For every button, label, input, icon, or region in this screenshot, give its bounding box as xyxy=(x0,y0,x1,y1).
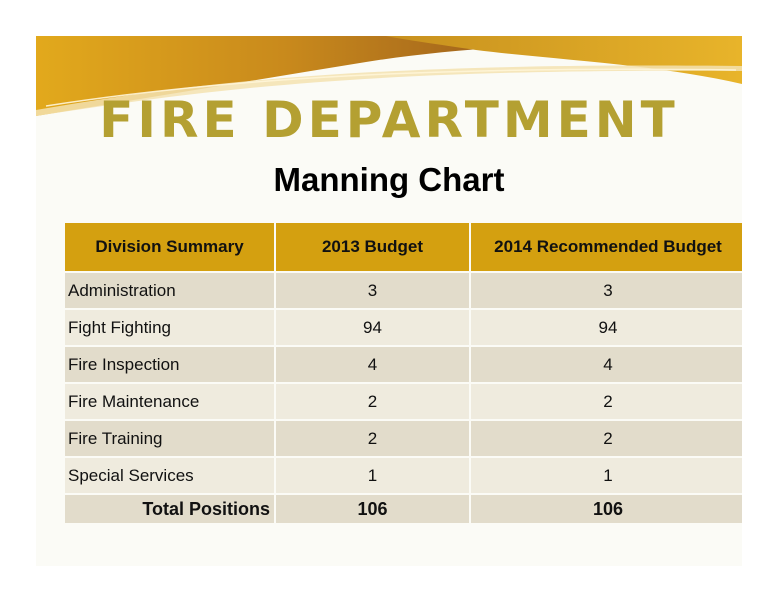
division-name: Fight Fighting xyxy=(65,309,276,347)
column-header-2014-budget: 2014 Recommended Budget xyxy=(470,223,742,273)
total-2014-value: 106 xyxy=(470,494,742,525)
budget-2013-value: 3 xyxy=(275,272,471,310)
total-label: Total Positions xyxy=(65,494,276,525)
budget-2013-value: 1 xyxy=(275,457,471,495)
manning-table: Division Summary 2013 Budget 2014 Recomm… xyxy=(65,223,742,525)
division-name: Fire Inspection xyxy=(65,346,276,384)
budget-2014-value: 4 xyxy=(470,346,742,384)
budget-2013-value: 2 xyxy=(275,420,471,458)
column-header-division: Division Summary xyxy=(65,223,276,273)
table-row: Fire Training 2 2 xyxy=(65,420,742,458)
budget-2013-value: 94 xyxy=(275,309,471,347)
division-name: Fire Training xyxy=(65,420,276,458)
table-row: Special Services 1 1 xyxy=(65,457,742,495)
division-name: Administration xyxy=(65,272,276,310)
page-subtitle: Manning Chart xyxy=(273,161,505,198)
budget-2013-value: 4 xyxy=(275,346,471,384)
total-2013-value: 106 xyxy=(275,494,471,525)
banner-wave-main xyxy=(36,36,742,116)
banner-swoosh-light xyxy=(36,65,742,116)
column-header-2013-budget: 2013 Budget xyxy=(275,223,471,273)
slide: FIRE DEPARTMENT Manning Chart Division S… xyxy=(36,36,742,566)
budget-2013-value: 2 xyxy=(275,383,471,421)
total-row: Total Positions 106 106 xyxy=(65,494,742,525)
budget-2014-value: 94 xyxy=(470,309,742,347)
banner-wave-right xyxy=(386,36,742,84)
table-row: Administration 3 3 xyxy=(65,272,742,310)
division-name: Fire Maintenance xyxy=(65,383,276,421)
table-row: Fire Inspection 4 4 xyxy=(65,346,742,384)
table-row: Fire Maintenance 2 2 xyxy=(65,383,742,421)
banner-swoosh-line xyxy=(45,68,737,107)
table-row: Fight Fighting 94 94 xyxy=(65,309,742,347)
budget-2014-value: 2 xyxy=(470,420,742,458)
division-name: Special Services xyxy=(65,457,276,495)
budget-2014-value: 1 xyxy=(470,457,742,495)
budget-2014-value: 2 xyxy=(470,383,742,421)
decorative-banner xyxy=(36,36,742,116)
page-title: FIRE DEPARTMENT xyxy=(99,91,679,149)
table-header-row: Division Summary 2013 Budget 2014 Recomm… xyxy=(65,223,742,273)
budget-2014-value: 3 xyxy=(470,272,742,310)
